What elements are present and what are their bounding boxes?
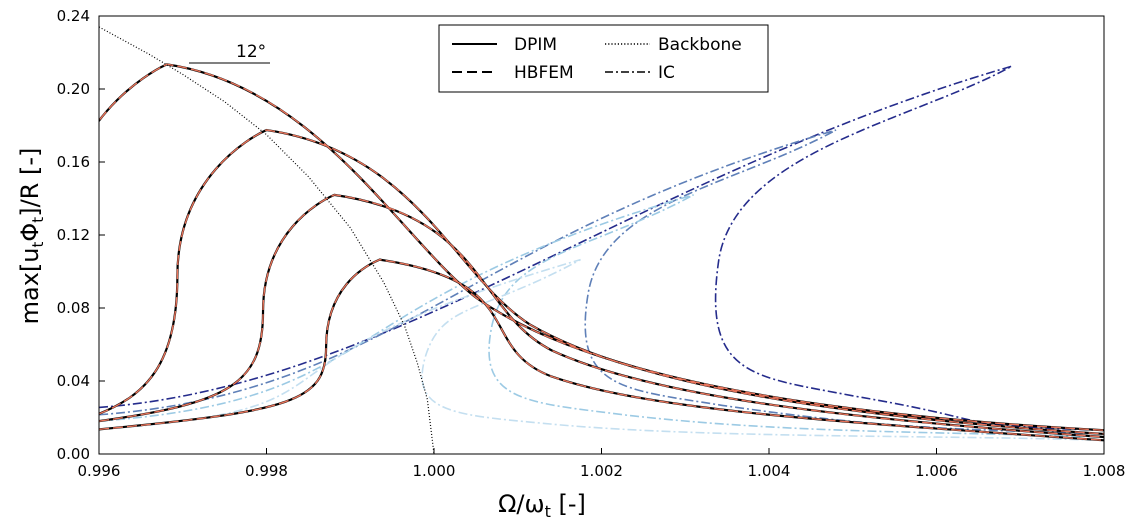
plot-curves [99, 26, 1104, 454]
y-axis-title: max[utΦt]/R [-] [16, 148, 47, 325]
backbone-curve [99, 26, 435, 454]
legend-label-hbfem: HBFEM [514, 63, 574, 83]
annotation-label: 12° [236, 42, 266, 62]
angle-annotation: 12° [189, 42, 270, 64]
dpim-curve [99, 63, 1104, 432]
legend-label-dpim: DPIM [514, 35, 557, 55]
legend: DPIM Backbone HBFEM IC [438, 24, 769, 93]
hbfem-curve [99, 129, 1104, 435]
x-tick-label: 0.998 [245, 462, 288, 480]
y-tick-label: 0.12 [57, 226, 90, 244]
legend-label-backbone: Backbone [658, 35, 742, 55]
ic-curve [99, 194, 1104, 438]
x-axis-title: Ω/ωt [-] [498, 490, 586, 521]
x-tick-label: 1.004 [748, 462, 791, 480]
hbfem-curve [99, 258, 1104, 442]
y-tick-label: 0.04 [57, 372, 90, 390]
x-tick-label: 1.006 [915, 462, 958, 480]
dpim-curve [99, 193, 1104, 439]
x-tick-label: 1.002 [580, 462, 623, 480]
axis-ticks: 0.996 0.998 1.000 1.002 1.004 1.006 1.008 0.00 0… [57, 7, 1126, 480]
ic-curve [99, 129, 1104, 435]
y-tick-label: 0.00 [57, 445, 90, 463]
dpim-curve [99, 258, 1104, 442]
ic-curve [99, 65, 1104, 432]
hbfem-curve [99, 63, 1104, 431]
legend-box [438, 24, 769, 93]
y-tick-label: 0.24 [57, 7, 90, 25]
y-tick-label: 0.08 [57, 299, 90, 317]
y-tick-label: 0.16 [57, 153, 90, 171]
hbfem-curve [99, 194, 1104, 438]
y-tick-label: 0.20 [57, 80, 90, 98]
x-tick-label: 1.008 [1083, 462, 1126, 480]
x-tick-label: 1.000 [413, 462, 456, 480]
legend-label-ic: IC [658, 63, 675, 83]
x-tick-label: 0.996 [78, 462, 121, 480]
ic-curve [99, 258, 1104, 442]
